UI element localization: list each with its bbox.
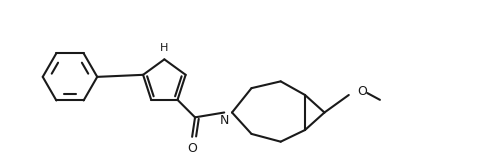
Text: N: N bbox=[220, 114, 229, 127]
Text: O: O bbox=[358, 85, 368, 98]
Text: H: H bbox=[160, 43, 168, 53]
Text: O: O bbox=[187, 142, 197, 155]
